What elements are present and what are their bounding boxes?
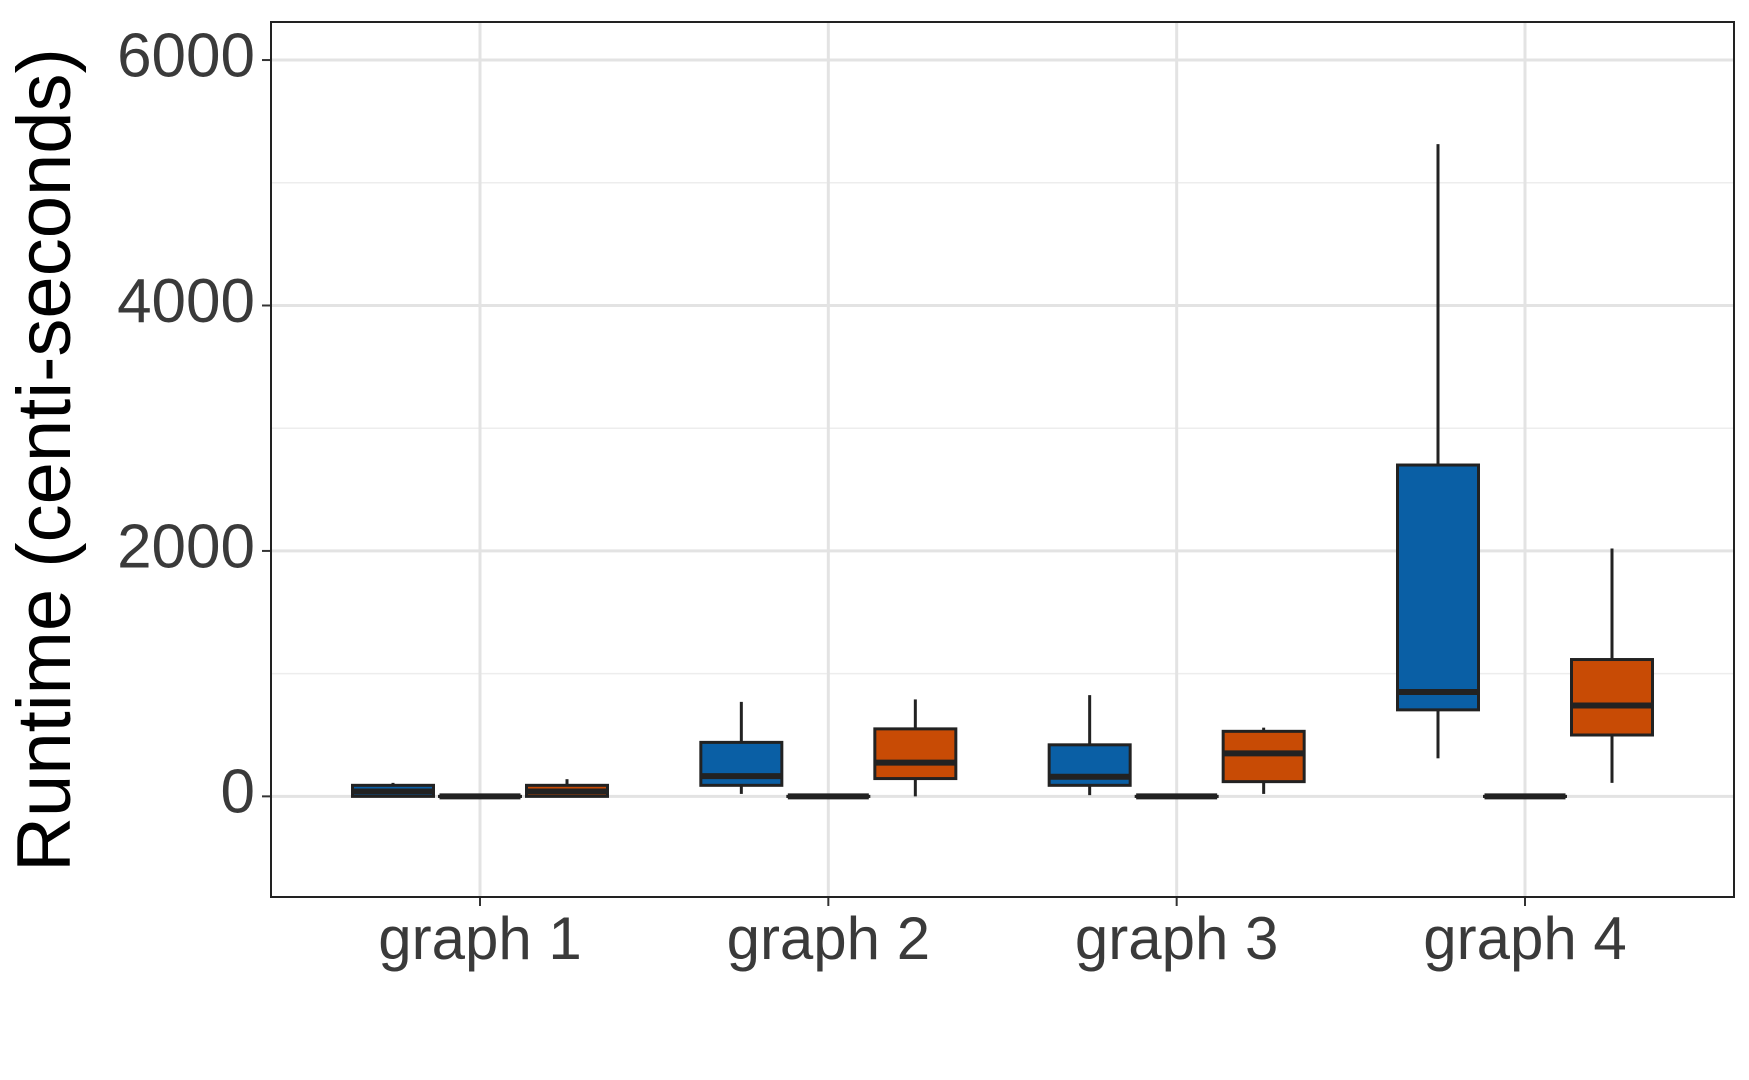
panel-border	[270, 21, 1735, 898]
box	[873, 727, 958, 781]
box	[1396, 463, 1480, 712]
y-tick-label: 4000	[117, 267, 255, 336]
box	[1221, 729, 1306, 784]
y-tick-label: 0	[221, 758, 255, 827]
x-tick-label: graph 1	[378, 905, 582, 972]
y-tick-label: 2000	[117, 512, 255, 581]
x-tick-label: graph 4	[1423, 905, 1627, 972]
y-tick-label: 6000	[117, 21, 255, 90]
box	[1570, 658, 1654, 737]
x-tick-label: graph 3	[1075, 905, 1279, 972]
x-tick-label: graph 2	[727, 905, 931, 972]
y-axis-title: Runtime (centi-seconds)	[2, 48, 87, 872]
